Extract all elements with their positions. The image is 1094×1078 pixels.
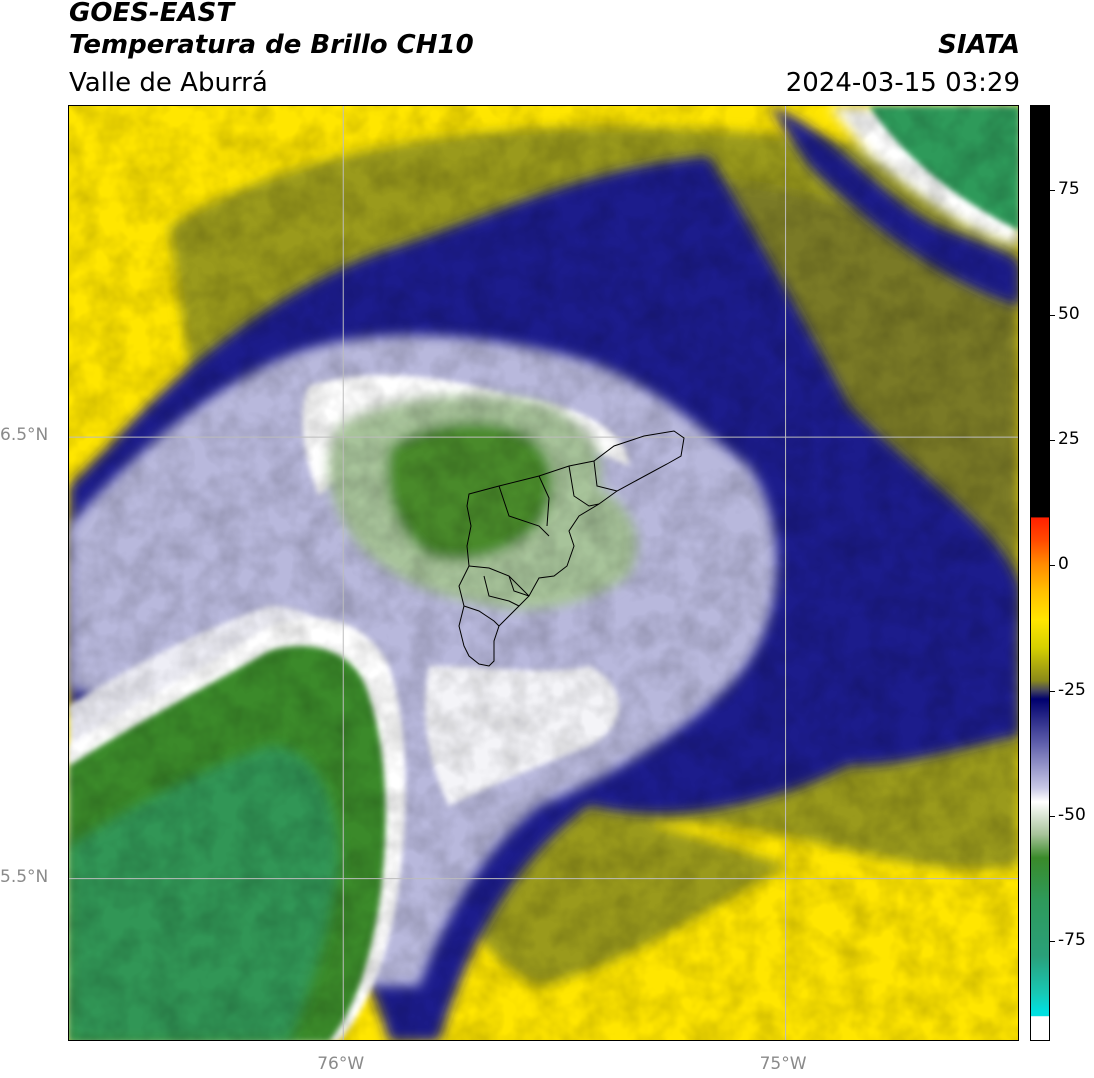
colorbar [1030, 105, 1050, 1041]
brightness-temperature-field [69, 106, 1018, 1040]
satellite-map[interactable] [68, 105, 1019, 1041]
boundary-6 [483, 575, 520, 607]
datetime-label: 2024-03-15 03:29 [785, 68, 1020, 98]
lon-label-75W: 75°W [759, 1054, 807, 1074]
boundary-5 [468, 565, 530, 597]
lat-label-5.5N: 5.5°N [0, 866, 49, 887]
boundary-2 [538, 475, 550, 527]
municipal-boundaries [458, 430, 685, 667]
colorbar-tick-mark [1050, 440, 1055, 442]
colorbar-tick-mark [1050, 940, 1055, 942]
boundary-4 [593, 460, 618, 492]
colorbar-tick-mark [1050, 190, 1055, 192]
texture [69, 106, 1018, 1040]
colorbar-tick-mark [1050, 565, 1055, 567]
aburra-valley-outline [458, 430, 685, 667]
colorbar-tick-mark [1050, 690, 1055, 692]
product-title: Temperatura de Brillo CH10 [69, 30, 474, 60]
boundary-8 [508, 575, 530, 597]
boundary-3 [568, 465, 600, 507]
colorbar-tick-mark [1050, 815, 1055, 817]
boundary-7 [463, 605, 500, 627]
region-subtitle: Valle de Aburrá [69, 68, 268, 98]
boundary-1 [498, 485, 550, 537]
agency-label: SIATA [938, 30, 1020, 60]
colorbar-tick-label: 25 [1058, 429, 1080, 450]
colorbar-tick-label: -50 [1058, 804, 1086, 825]
colorbar-gradient [1031, 106, 1049, 1040]
lon-label-76W: 76°W [317, 1054, 365, 1074]
colorbar-tick-mark [1050, 315, 1055, 317]
lat-label-6.5N: 6.5°N [0, 425, 49, 446]
colorbar-tick-label: -25 [1058, 679, 1086, 700]
colorbar-tick-label: 75 [1058, 179, 1080, 200]
colorbar-tick-label: -75 [1058, 929, 1086, 950]
colorbar-tick-label: 50 [1058, 304, 1080, 325]
satellite-title: GOES-EAST [69, 0, 235, 28]
colorbar-tick-label: 0 [1058, 554, 1069, 575]
graticule [69, 106, 1018, 1040]
